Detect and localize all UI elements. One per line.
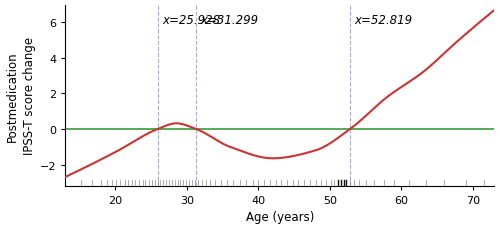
X-axis label: Age (years): Age (years): [246, 210, 314, 224]
Text: x=31.299: x=31.299: [200, 14, 258, 27]
Text: x=52.819: x=52.819: [354, 14, 412, 27]
Y-axis label: Postmedication
IPSS-T score change: Postmedication IPSS-T score change: [6, 37, 36, 155]
Text: x=25.928: x=25.928: [162, 14, 220, 27]
